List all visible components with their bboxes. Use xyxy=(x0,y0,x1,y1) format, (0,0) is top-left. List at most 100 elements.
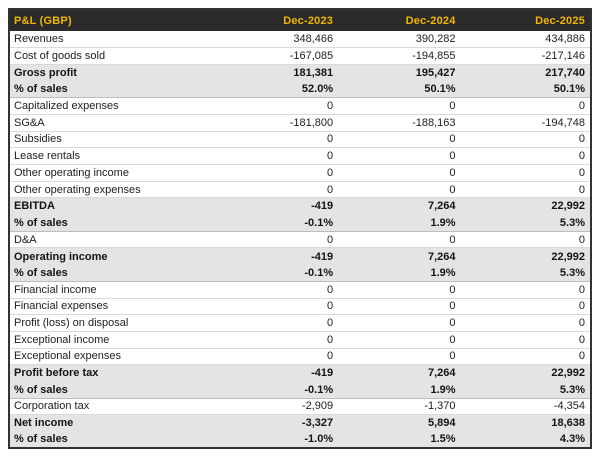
row-label: Subsidies xyxy=(9,131,220,149)
table-row: Net income -3,327 5,894 18,638 xyxy=(9,414,591,432)
row-value-dec-2025: 0 xyxy=(460,281,591,299)
row-value-dec-2024: 0 xyxy=(338,298,461,316)
table-row: Profit before tax -419 7,264 22,992 xyxy=(9,364,591,382)
table-row: Financial income 0 0 0 xyxy=(9,281,591,299)
row-value-dec-2024: 0 xyxy=(338,181,461,199)
row-label: Financial income xyxy=(9,281,220,299)
row-value-dec-2024: 0 xyxy=(338,331,461,349)
row-label: % of sales xyxy=(9,264,220,282)
row-value-dec-2024: 7,264 xyxy=(338,364,461,382)
table-row: % of sales -1.0% 1.5% 4.3% xyxy=(9,431,591,449)
row-value-dec-2023: -1.0% xyxy=(219,431,339,449)
row-value-dec-2025: 0 xyxy=(460,348,591,366)
row-label: D&A xyxy=(9,231,220,249)
table-row: D&A 0 0 0 xyxy=(9,231,591,249)
row-label: Corporation tax xyxy=(9,398,220,416)
table-row: Revenues 348,466 390,282 434,886 xyxy=(9,31,591,49)
column-header-dec-2023: Dec-2023 xyxy=(219,9,339,31)
table-row: EBITDA -419 7,264 22,992 xyxy=(9,197,591,215)
table-row: Gross profit 181,381 195,427 217,740 xyxy=(9,64,591,82)
row-value-dec-2024: 5,894 xyxy=(338,414,461,432)
row-label: Gross profit xyxy=(9,64,220,82)
row-label: Capitalized expenses xyxy=(9,97,220,115)
table-row: Operating income -419 7,264 22,992 xyxy=(9,247,591,265)
table-row: Exceptional expenses 0 0 0 xyxy=(9,348,591,366)
table-row: Exceptional income 0 0 0 xyxy=(9,331,591,349)
row-value-dec-2025: 50.1% xyxy=(460,81,591,99)
row-label: Cost of goods sold xyxy=(9,47,220,65)
row-label: Profit before tax xyxy=(9,364,220,382)
table-row: Profit (loss) on disposal 0 0 0 xyxy=(9,314,591,332)
row-label: Profit (loss) on disposal xyxy=(9,314,220,332)
row-label: Revenues xyxy=(9,31,220,49)
row-value-dec-2024: -188,163 xyxy=(338,114,461,132)
table-title: P&L (GBP) xyxy=(9,9,220,31)
row-value-dec-2024: 195,427 xyxy=(338,64,461,82)
row-value-dec-2025: 22,992 xyxy=(460,364,591,382)
row-value-dec-2024: 390,282 xyxy=(338,31,461,49)
pnl-table: P&L (GBP) Dec-2023 Dec-2024 Dec-2025 Rev… xyxy=(8,8,592,450)
row-value-dec-2024: 1.9% xyxy=(338,264,461,282)
row-value-dec-2025: 22,992 xyxy=(460,247,591,265)
row-value-dec-2025: 217,740 xyxy=(460,64,591,82)
row-label: SG&A xyxy=(9,114,220,132)
row-value-dec-2025: 4.3% xyxy=(460,431,591,449)
table-row: SG&A -181,800 -188,163 -194,748 xyxy=(9,114,591,132)
row-value-dec-2024: 0 xyxy=(338,231,461,249)
table-row: Other operating income 0 0 0 xyxy=(9,164,591,182)
row-value-dec-2023: 0 xyxy=(219,348,339,366)
row-value-dec-2025: 434,886 xyxy=(460,31,591,49)
table-row: Capitalized expenses 0 0 0 xyxy=(9,97,591,115)
row-value-dec-2023: 0 xyxy=(219,298,339,316)
row-value-dec-2025: 0 xyxy=(460,231,591,249)
table-row: Lease rentals 0 0 0 xyxy=(9,147,591,165)
row-value-dec-2023: 181,381 xyxy=(219,64,339,82)
row-value-dec-2023: -2,909 xyxy=(219,398,339,416)
row-value-dec-2025: 0 xyxy=(460,147,591,165)
row-value-dec-2024: 0 xyxy=(338,164,461,182)
table-row: % of sales -0.1% 1.9% 5.3% xyxy=(9,381,591,399)
row-value-dec-2025: 0 xyxy=(460,331,591,349)
row-label: % of sales xyxy=(9,214,220,232)
row-value-dec-2024: -194,855 xyxy=(338,47,461,65)
row-label: Net income xyxy=(9,414,220,432)
row-value-dec-2023: -419 xyxy=(219,364,339,382)
pnl-table-header: P&L (GBP) Dec-2023 Dec-2024 Dec-2025 xyxy=(9,9,591,31)
row-value-dec-2023: 0 xyxy=(219,181,339,199)
row-value-dec-2024: 1.9% xyxy=(338,381,461,399)
row-value-dec-2025: 18,638 xyxy=(460,414,591,432)
row-value-dec-2024: 50.1% xyxy=(338,81,461,99)
row-label: Other operating expenses xyxy=(9,181,220,199)
row-label: Operating income xyxy=(9,247,220,265)
row-value-dec-2024: 1.9% xyxy=(338,214,461,232)
table-row: Subsidies 0 0 0 xyxy=(9,131,591,149)
row-value-dec-2023: 0 xyxy=(219,97,339,115)
header-row: P&L (GBP) Dec-2023 Dec-2024 Dec-2025 xyxy=(9,9,591,31)
column-header-dec-2025: Dec-2025 xyxy=(460,9,591,31)
row-value-dec-2024: 1.5% xyxy=(338,431,461,449)
row-value-dec-2025: 0 xyxy=(460,131,591,149)
row-value-dec-2025: -194,748 xyxy=(460,114,591,132)
row-value-dec-2024: 0 xyxy=(338,348,461,366)
column-header-dec-2024: Dec-2024 xyxy=(338,9,461,31)
row-value-dec-2023: -419 xyxy=(219,247,339,265)
row-value-dec-2023: 52.0% xyxy=(219,81,339,99)
row-value-dec-2024: 0 xyxy=(338,131,461,149)
row-value-dec-2023: 0 xyxy=(219,147,339,165)
row-value-dec-2024: 0 xyxy=(338,147,461,165)
row-label: Other operating income xyxy=(9,164,220,182)
pnl-table-container: P&L (GBP) Dec-2023 Dec-2024 Dec-2025 Rev… xyxy=(8,8,592,450)
pnl-table-body: Revenues 348,466 390,282 434,886 Cost of… xyxy=(9,31,591,449)
table-row: % of sales -0.1% 1.9% 5.3% xyxy=(9,264,591,282)
row-value-dec-2025: -4,354 xyxy=(460,398,591,416)
row-value-dec-2023: -3,327 xyxy=(219,414,339,432)
row-value-dec-2025: 0 xyxy=(460,164,591,182)
row-label: % of sales xyxy=(9,81,220,99)
row-value-dec-2024: 0 xyxy=(338,281,461,299)
row-value-dec-2025: 0 xyxy=(460,181,591,199)
row-value-dec-2023: -0.1% xyxy=(219,264,339,282)
row-label: Exceptional expenses xyxy=(9,348,220,366)
row-value-dec-2025: 0 xyxy=(460,314,591,332)
row-value-dec-2023: -419 xyxy=(219,197,339,215)
